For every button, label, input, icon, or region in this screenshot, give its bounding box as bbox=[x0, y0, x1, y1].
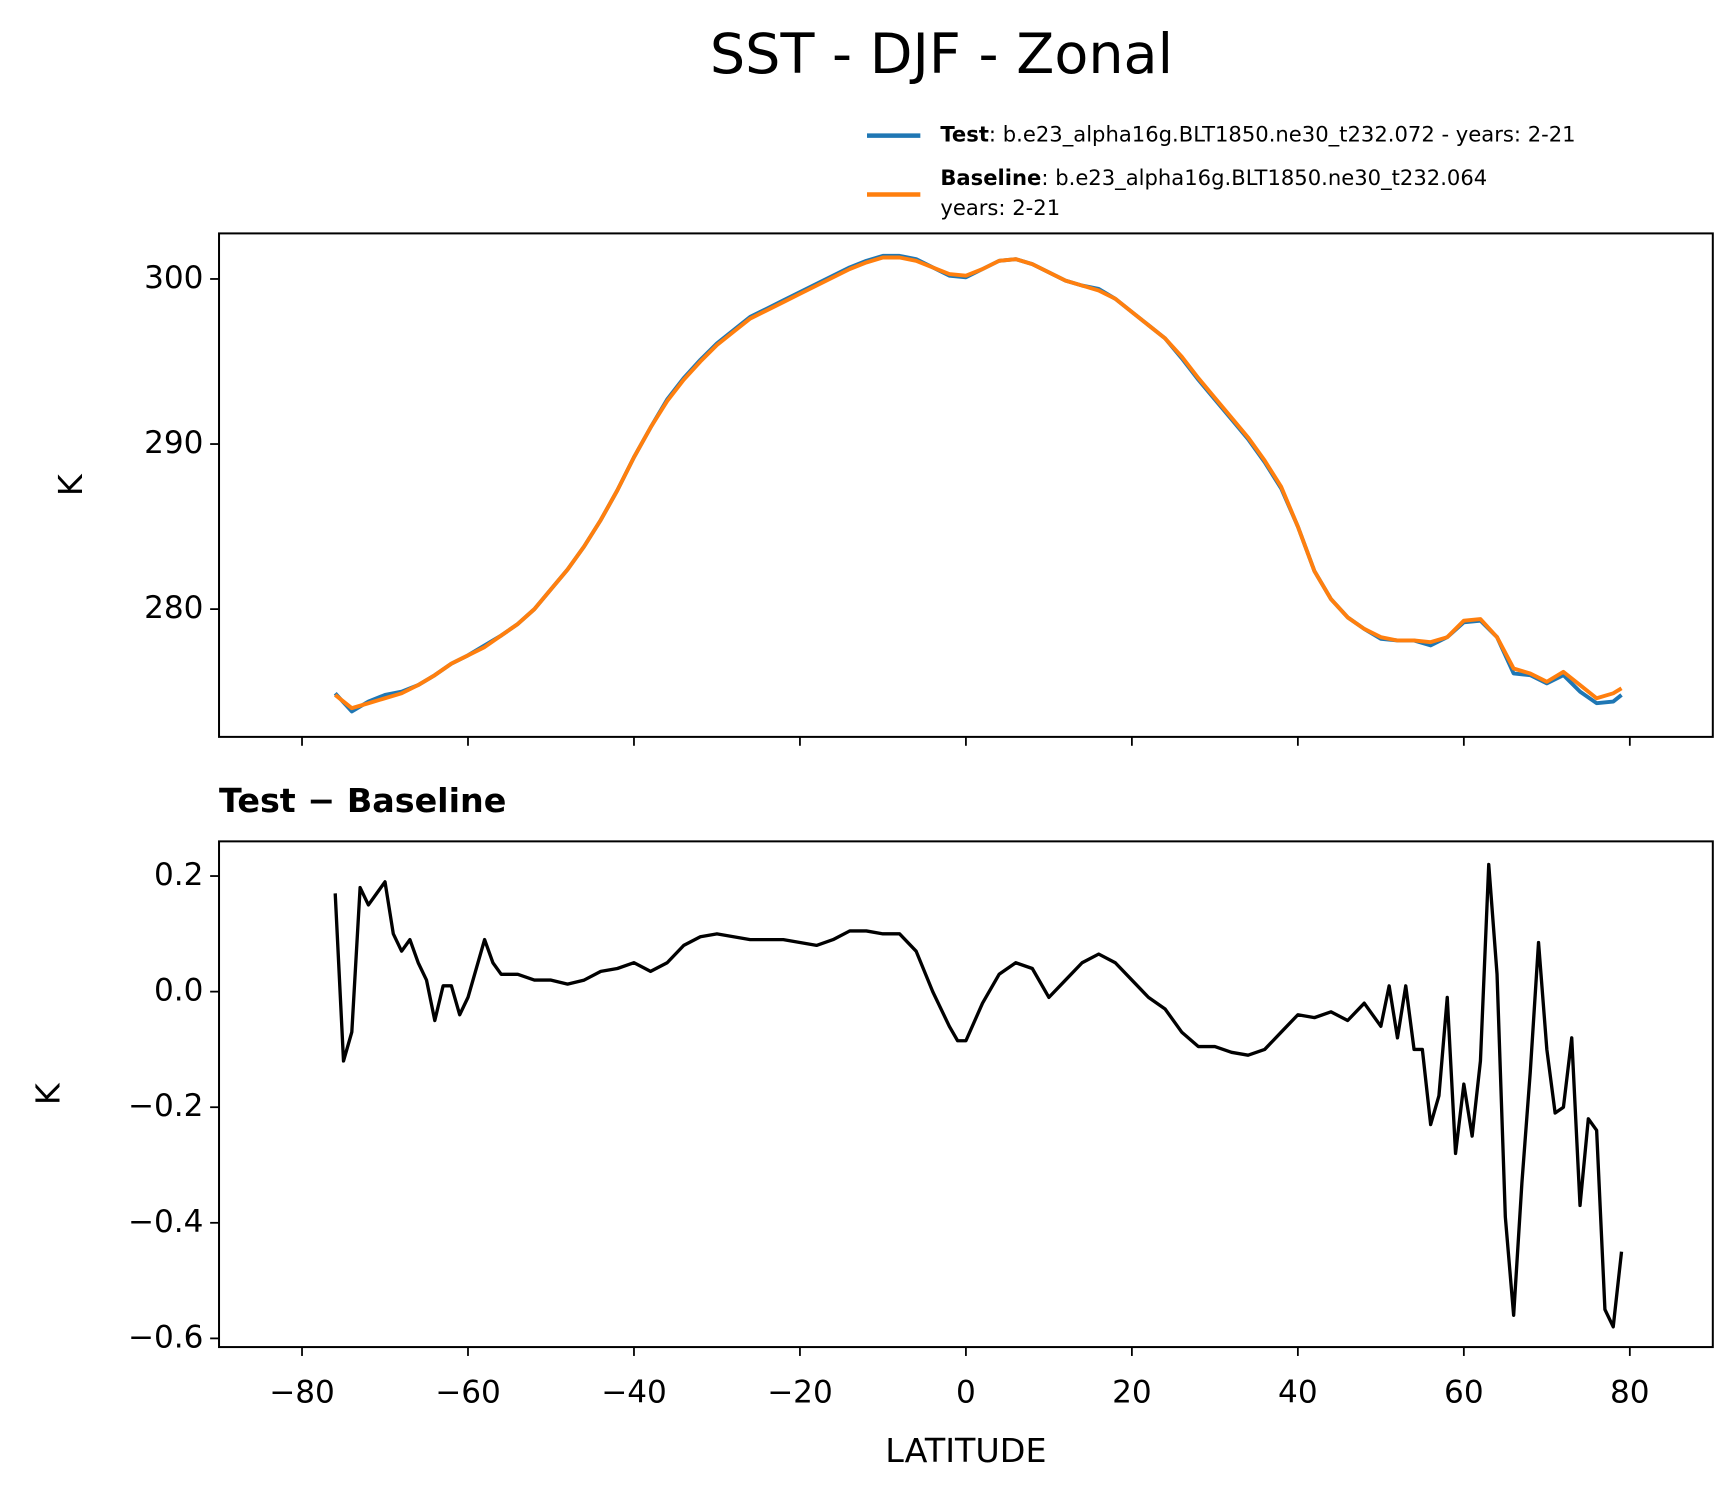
axes-frame bbox=[218, 232, 1714, 738]
legend-entry: Baseline: b.e23_alpha16g.BLT1850.ne30_t2… bbox=[940, 165, 1487, 191]
x-tick-label: −20 bbox=[767, 1375, 833, 1411]
data-line bbox=[333, 862, 1624, 1329]
axes-title: Test − Baseline bbox=[219, 781, 506, 820]
y-tick-label: 300 bbox=[144, 260, 203, 296]
y-tick-label: 0.0 bbox=[154, 973, 203, 1009]
y-tick-label: 290 bbox=[144, 425, 203, 461]
x-tick-label: −40 bbox=[601, 1375, 667, 1411]
legend-name: Baseline bbox=[940, 165, 1041, 190]
legend-entry: Test: b.e23_alpha16g.BLT1850.ne30_t232.0… bbox=[940, 122, 1575, 148]
legend-name: Test bbox=[940, 122, 989, 147]
x-tick-label: 20 bbox=[1112, 1375, 1152, 1411]
x-tick-label: −80 bbox=[269, 1375, 335, 1411]
y-tick-label: −0.4 bbox=[128, 1204, 204, 1240]
y-axis-label: K bbox=[51, 473, 90, 496]
y-tick-label: −0.2 bbox=[128, 1088, 204, 1124]
legend-label: : b.e23_alpha16g.BLT1850.ne30_t232.072 -… bbox=[989, 122, 1576, 148]
x-tick-label: 0 bbox=[956, 1375, 976, 1411]
data-line bbox=[333, 255, 1623, 711]
x-tick-label: 40 bbox=[1278, 1375, 1318, 1411]
y-tick-label: 0.2 bbox=[154, 857, 203, 893]
x-tick-label: −60 bbox=[435, 1375, 501, 1411]
legend-label: : b.e23_alpha16g.BLT1850.ne30_t232.064 bbox=[1041, 165, 1487, 191]
legend-label-line: years: 2-21 bbox=[940, 195, 1060, 220]
y-axis-label: K bbox=[29, 1082, 68, 1105]
x-tick-label: 60 bbox=[1444, 1375, 1484, 1411]
y-tick-label: −0.6 bbox=[128, 1319, 204, 1355]
x-axis-label: LATITUDE bbox=[885, 1431, 1046, 1470]
x-tick-label: 80 bbox=[1610, 1375, 1650, 1411]
figure-title: SST - DJF - Zonal bbox=[710, 22, 1173, 87]
axes-frame bbox=[218, 840, 1714, 1349]
y-tick-label: 280 bbox=[144, 590, 203, 626]
